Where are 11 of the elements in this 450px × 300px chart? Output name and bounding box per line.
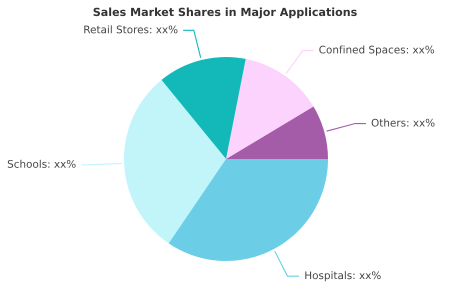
pie-slice xyxy=(226,58,314,159)
pie-slice xyxy=(226,106,328,159)
slice-label: Confined Spaces: xx% xyxy=(319,45,434,56)
pie-slice xyxy=(124,80,226,244)
slice-label: Schools: xx% xyxy=(8,160,76,168)
slice-label: Others: xx% xyxy=(372,118,435,127)
slice-label: Hospitals: xx% xyxy=(305,271,381,282)
slice-label: Retail Stores: xx% xyxy=(84,25,178,34)
pie-slice xyxy=(161,57,246,159)
chart-title: Sales Market Shares in Major Applications xyxy=(94,8,357,18)
pie-slice xyxy=(168,159,328,261)
